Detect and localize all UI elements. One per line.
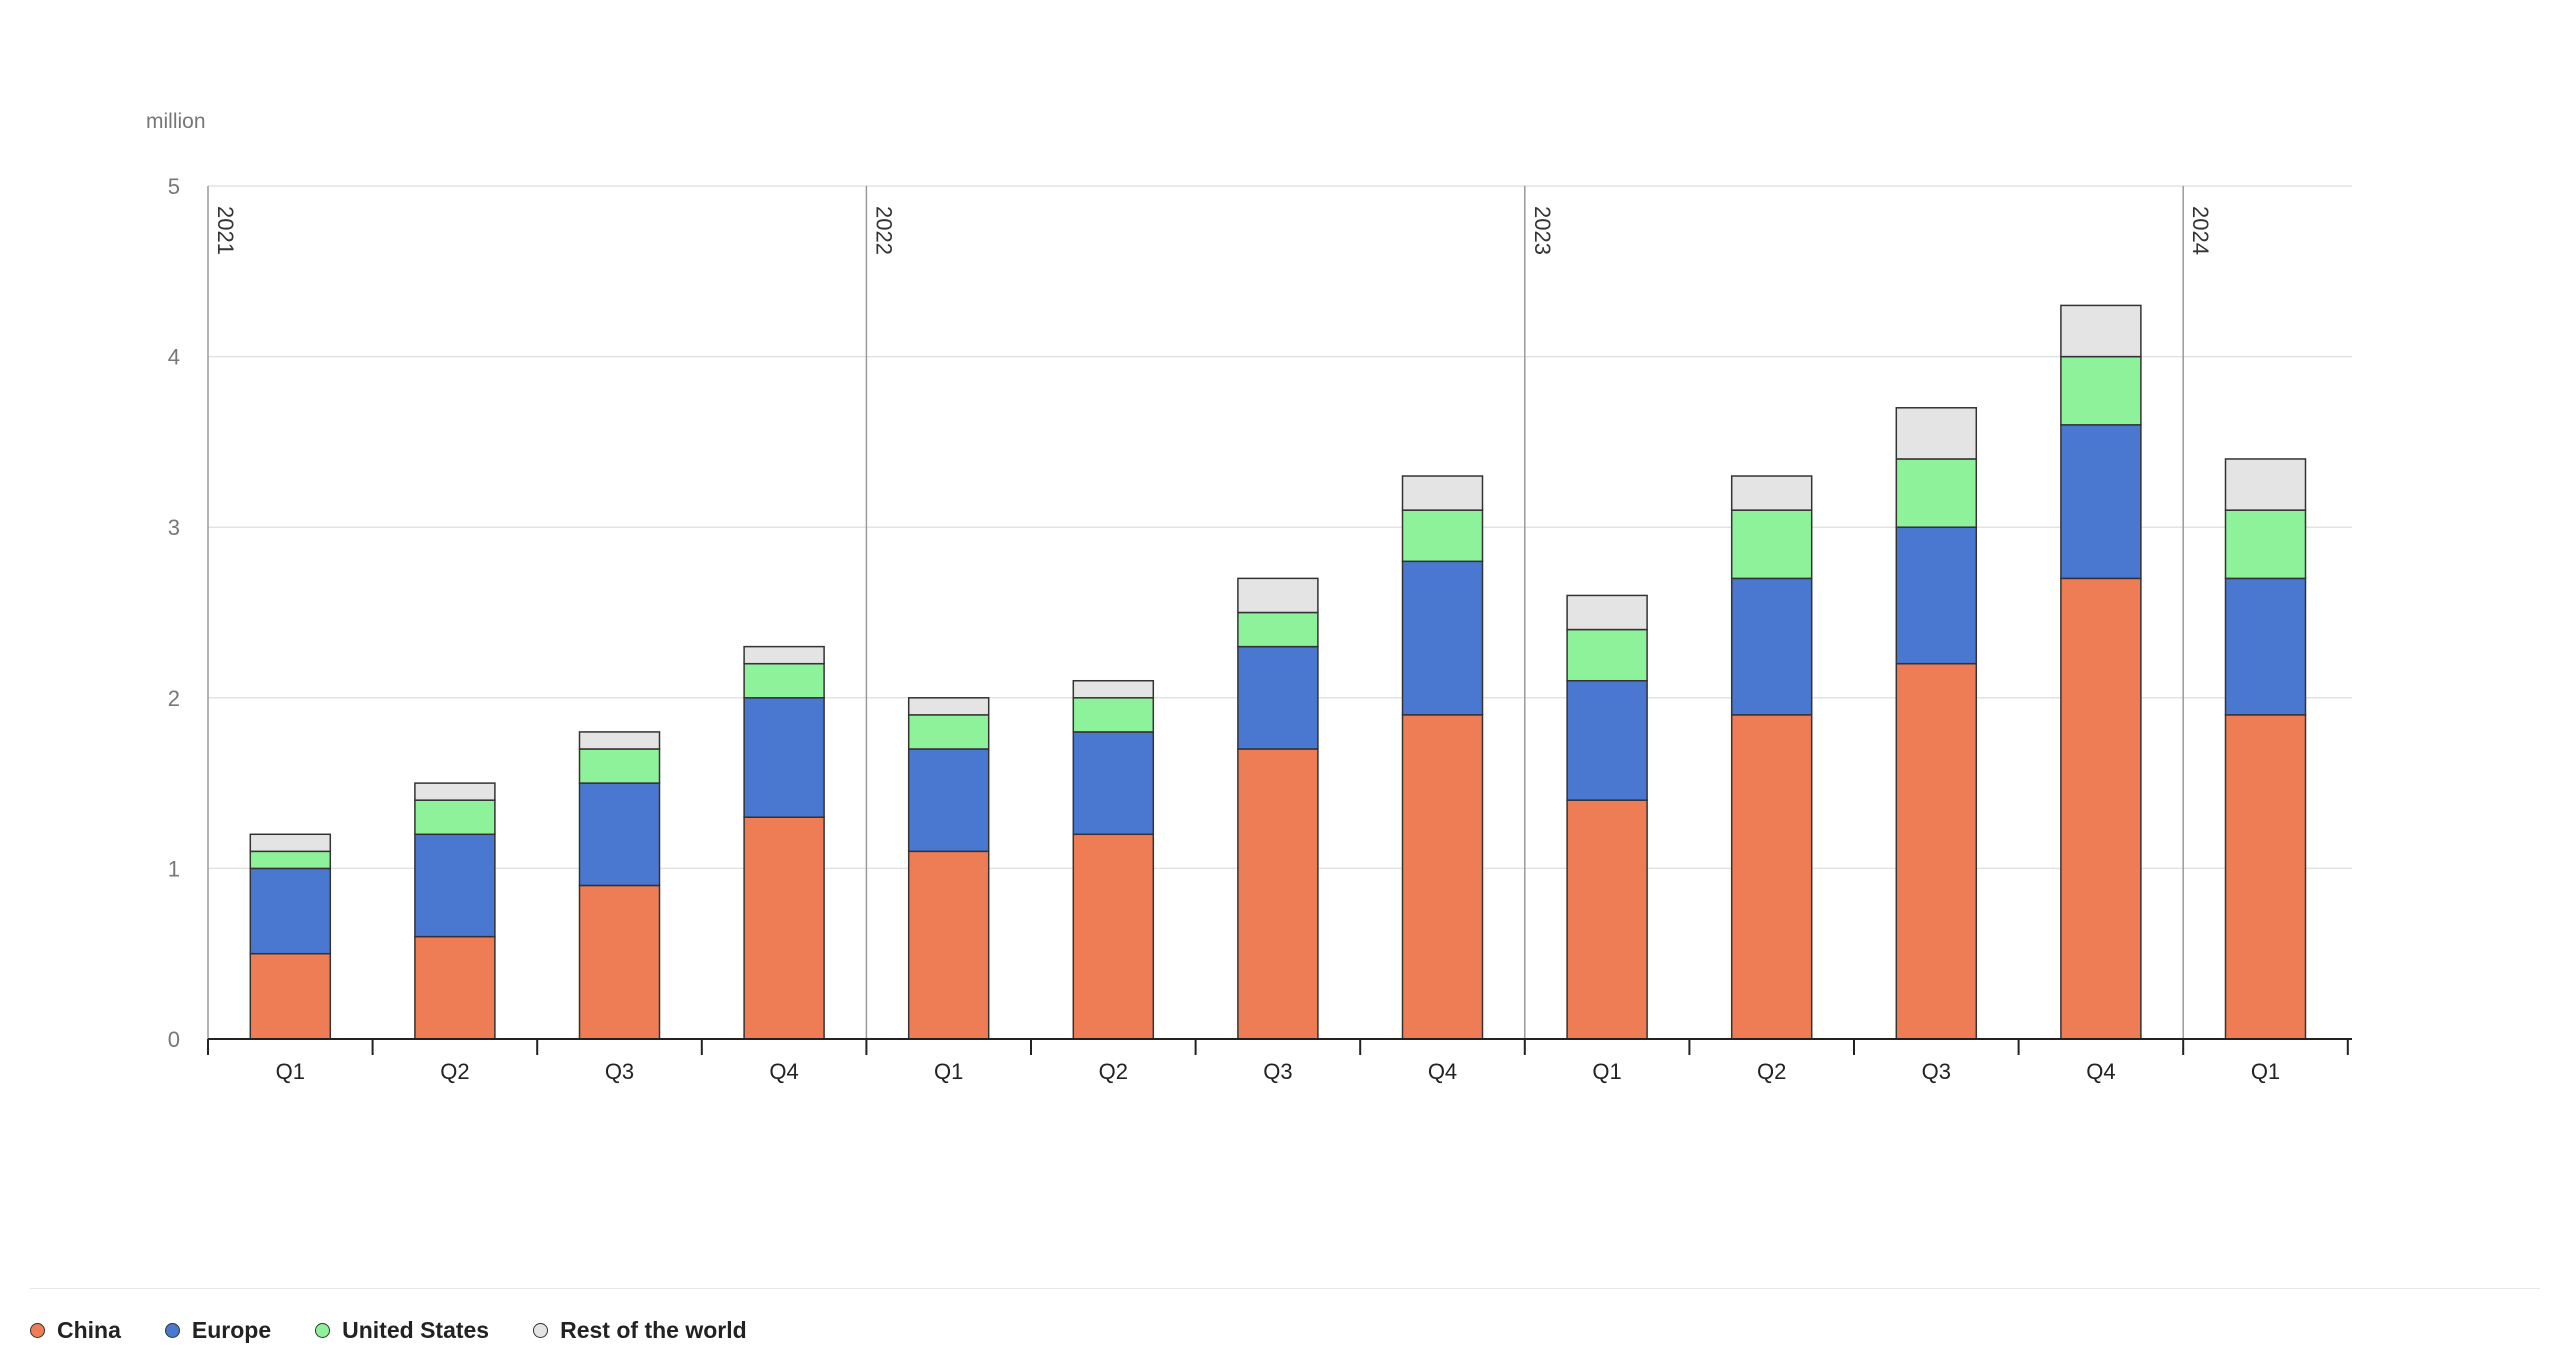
bar-segment-china: [1237, 748, 1319, 1040]
y-axis-unit-label: million: [146, 110, 206, 133]
bar-segment-europe: [578, 782, 661, 887]
bar-segment-rest-of-the-world: [1730, 475, 1813, 511]
bar-segment-united-states: [1730, 509, 1813, 580]
x-tick-label: Q1: [2251, 1059, 2280, 1084]
bar-segment-rest-of-the-world: [578, 731, 661, 750]
bar-segment-united-states: [1895, 458, 1978, 528]
bar-segment-rest-of-the-world: [1566, 594, 1648, 631]
bar-segment-united-states: [1566, 628, 1648, 682]
bar-segment-rest-of-the-world: [249, 833, 332, 853]
legend-swatch: [315, 1322, 331, 1338]
bar-segment-united-states: [578, 748, 661, 784]
year-label: 2021: [213, 206, 238, 255]
x-tick-label: Q4: [1428, 1059, 1457, 1084]
legend-swatch: [30, 1322, 45, 1338]
bar-segment-china: [907, 850, 990, 1040]
bar-segment-united-states: [249, 850, 332, 870]
bar-segment-china: [1730, 714, 1813, 1040]
bar-segment-china: [2224, 714, 2307, 1040]
bar-segment-europe: [1072, 731, 1155, 836]
legend-label: United States: [342, 1316, 490, 1343]
bar-segment-europe: [2224, 577, 2307, 716]
bar-segment-china: [414, 935, 496, 1040]
bar-segment-europe: [907, 748, 990, 853]
year-label: 2024: [2188, 206, 2213, 255]
legend-label: China: [57, 1316, 121, 1343]
bar-segment-europe: [743, 697, 825, 818]
y-tick-label: 1: [168, 856, 180, 881]
x-tick-label: Q3: [1263, 1059, 1292, 1084]
x-tick-label: Q1: [276, 1059, 305, 1084]
y-tick-label: 5: [168, 174, 180, 199]
x-tick-label: Q4: [769, 1059, 798, 1084]
bar-segment-rest-of-the-world: [1237, 577, 1319, 614]
bar-segment-europe: [414, 833, 496, 938]
y-tick-label: 4: [168, 345, 180, 370]
x-tick-label: Q2: [440, 1059, 469, 1084]
bar-segment-china: [743, 816, 825, 1040]
bar-segment-rest-of-the-world: [2060, 304, 2142, 358]
bar-segment-china: [1895, 662, 1978, 1040]
bar-segment-europe: [1730, 577, 1813, 716]
bar-segment-rest-of-the-world: [1072, 679, 1155, 699]
y-tick-label: 3: [168, 515, 180, 540]
year-label: 2022: [871, 206, 896, 255]
bar-segment-united-states: [907, 714, 990, 750]
bar-segment-china: [249, 952, 332, 1040]
x-tick-label: Q4: [2086, 1059, 2115, 1084]
legend-label: Rest of the world: [560, 1316, 747, 1343]
bar-segment-rest-of-the-world: [2224, 458, 2307, 511]
y-tick-label: 0: [168, 1027, 180, 1052]
legend: China Europe United States Rest of the worl…: [30, 1300, 791, 1360]
bar-segment-europe: [1895, 526, 1978, 665]
bar-segment-europe: [1566, 679, 1648, 801]
y-tick-label: 2: [168, 686, 180, 711]
bar-segment-united-states: [2224, 509, 2307, 580]
bar-segment-united-states: [743, 662, 825, 699]
bar-segment-china: [1072, 833, 1155, 1040]
x-tick-label: Q2: [1099, 1059, 1128, 1084]
bar-segment-europe: [1237, 645, 1319, 750]
x-tick-label: Q3: [605, 1059, 634, 1084]
bar-segment-rest-of-the-world: [743, 645, 825, 665]
bar-segment-rest-of-the-world: [1895, 407, 1978, 460]
legend-item-united-states[interactable]: United States: [315, 1317, 489, 1344]
legend-swatch: [164, 1322, 180, 1338]
bar-segment-united-states: [414, 799, 496, 836]
bar-segment-europe: [2060, 424, 2142, 580]
bar-segment-rest-of-the-world: [414, 782, 496, 801]
bar-segment-china: [1566, 799, 1648, 1040]
bar-segment-united-states: [1072, 697, 1155, 733]
legend-item-china[interactable]: China: [30, 1317, 121, 1344]
bar-segment-china: [578, 884, 661, 1040]
x-tick-label: Q1: [934, 1059, 963, 1084]
x-tick-label: Q3: [1922, 1059, 1951, 1084]
bar-segment-united-states: [1401, 509, 1484, 563]
legend-swatch: [533, 1322, 549, 1338]
bar-segment-china: [2060, 577, 2142, 1040]
bar-segment-rest-of-the-world: [907, 697, 990, 716]
legend-divider: [30, 1288, 2540, 1289]
bar-segment-united-states: [1237, 611, 1319, 648]
bar-segment-united-states: [2060, 355, 2142, 426]
bar-segment-europe: [249, 867, 332, 955]
bar-segment-europe: [1401, 560, 1484, 716]
legend-label: Europe: [191, 1316, 272, 1343]
year-label: 2023: [1530, 206, 1555, 255]
x-tick-label: Q2: [1757, 1059, 1786, 1084]
bar-segment-rest-of-the-world: [1401, 475, 1484, 511]
bar-segment-china: [1401, 714, 1484, 1040]
legend-item-rest-of-the-world[interactable]: Rest of the world: [533, 1317, 747, 1344]
legend-item-europe[interactable]: Europe: [164, 1316, 272, 1344]
x-tick-label: Q1: [1592, 1059, 1621, 1084]
